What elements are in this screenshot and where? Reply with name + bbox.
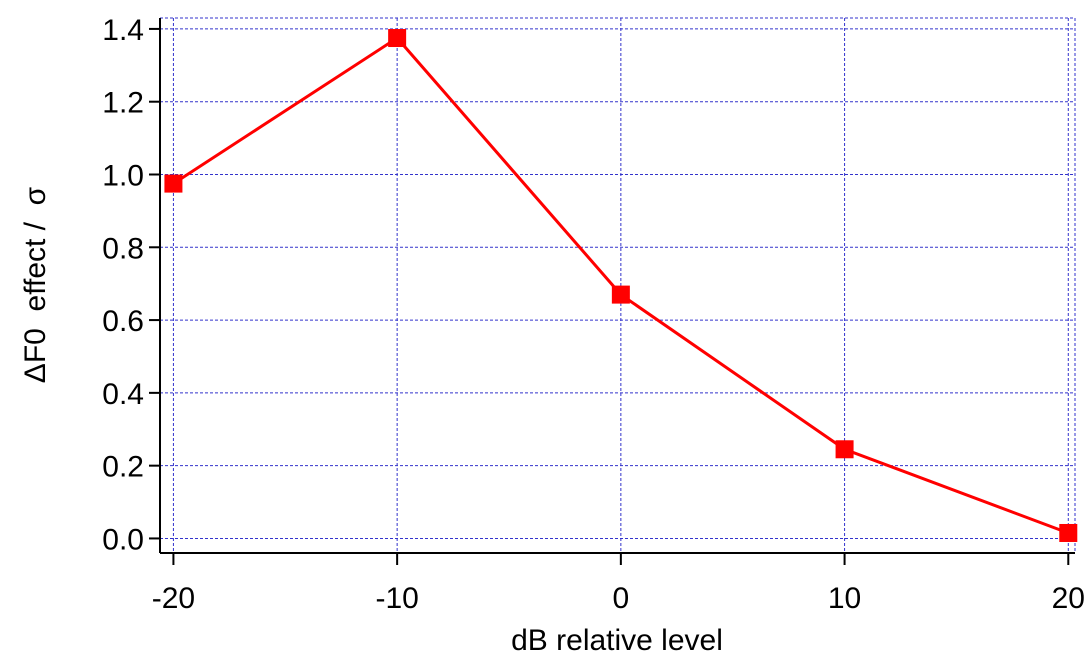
y-tick-label: 0.2 (102, 451, 144, 484)
x-tick-label: -20 (152, 582, 195, 615)
x-tick-label: 10 (828, 582, 861, 615)
x-axis-label: dB relative level (511, 624, 723, 657)
y-tick-label: 1.4 (102, 14, 144, 47)
data-point (388, 29, 407, 48)
y-tick-label: 0.6 (102, 305, 144, 338)
data-point (611, 285, 630, 304)
y-axis-label: ΔF0 effect / σ (19, 186, 52, 383)
y-tick-label: 1.2 (102, 87, 144, 120)
data-point (1059, 523, 1078, 542)
x-tick-label: 0 (613, 582, 630, 615)
data-point (835, 440, 854, 459)
x-tick-label: 20 (1052, 582, 1085, 615)
y-tick-label: 0.0 (102, 523, 144, 556)
y-tick-label: 0.4 (102, 378, 144, 411)
data-point (164, 174, 183, 193)
y-tick-label: 0.8 (102, 232, 144, 265)
x-tick-label: -10 (375, 582, 418, 615)
y-tick-label: 1.0 (102, 159, 144, 192)
grid (160, 18, 1075, 553)
